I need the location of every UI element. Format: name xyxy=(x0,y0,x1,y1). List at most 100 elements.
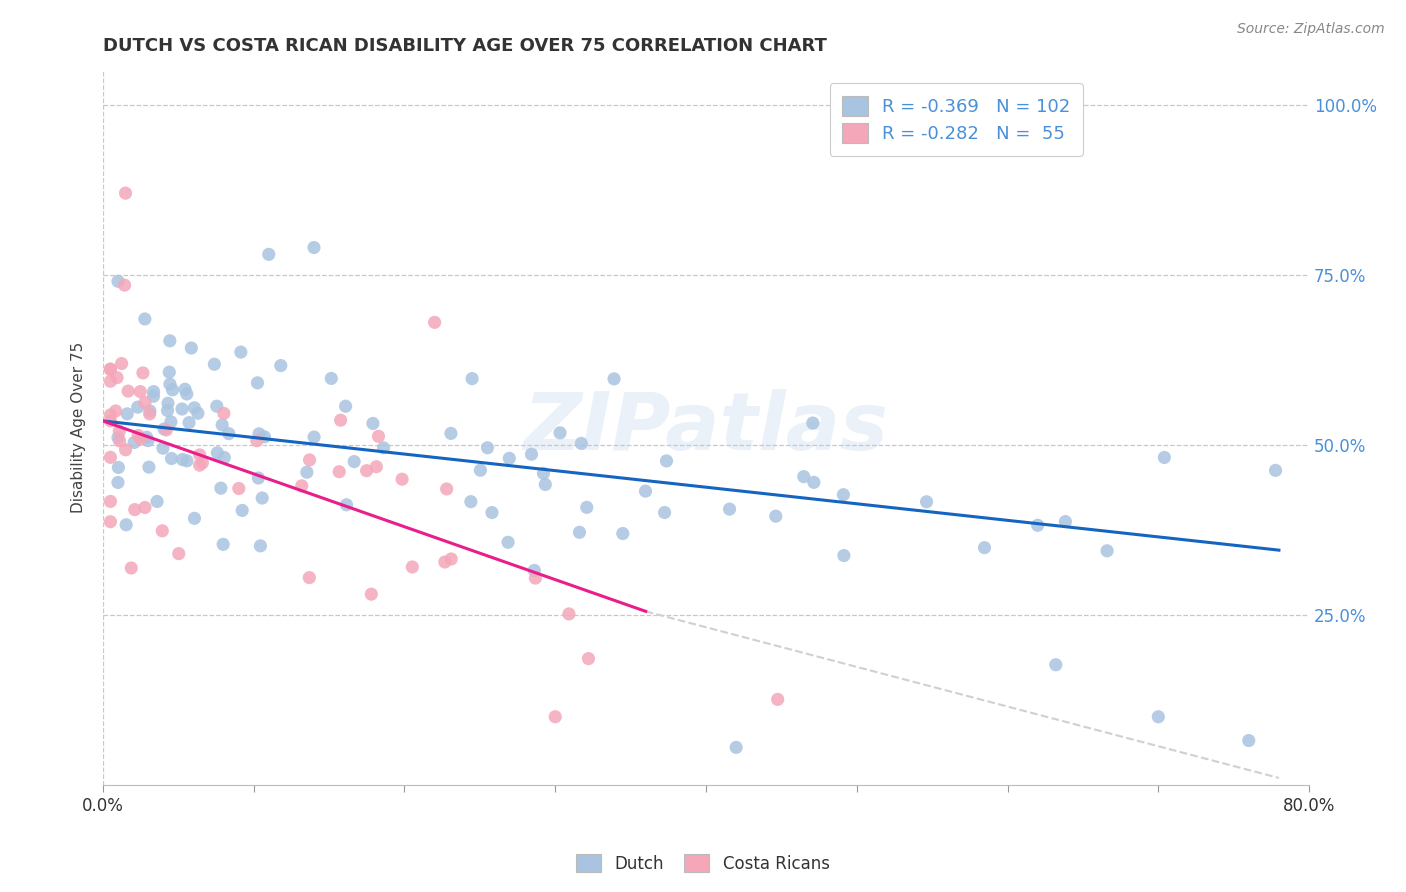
Point xyxy=(253,430,276,444)
Point xyxy=(104,404,127,418)
Point xyxy=(391,472,413,486)
Point xyxy=(433,555,456,569)
Point xyxy=(209,481,232,495)
Point xyxy=(1095,543,1118,558)
Point xyxy=(124,502,146,516)
Point xyxy=(246,376,269,390)
Point xyxy=(111,357,134,371)
Point xyxy=(569,436,592,450)
Point xyxy=(134,500,156,515)
Point xyxy=(156,403,179,417)
Point xyxy=(291,479,314,493)
Point xyxy=(321,371,343,385)
Point xyxy=(114,442,136,457)
Point xyxy=(100,414,122,428)
Point xyxy=(725,740,748,755)
Point xyxy=(127,400,149,414)
Point xyxy=(212,537,235,551)
Point xyxy=(298,453,321,467)
Point xyxy=(544,710,567,724)
Point xyxy=(247,426,270,441)
Point xyxy=(114,278,136,293)
Point xyxy=(134,395,156,409)
Point xyxy=(172,452,194,467)
Point xyxy=(548,425,571,440)
Y-axis label: Disability Age Over 75: Disability Age Over 75 xyxy=(72,343,86,514)
Point xyxy=(440,552,463,566)
Point xyxy=(100,408,122,422)
Point xyxy=(231,503,253,517)
Point xyxy=(105,370,128,384)
Point xyxy=(114,186,136,201)
Legend: R = -0.369   N = 102, R = -0.282   N =  55: R = -0.369 N = 102, R = -0.282 N = 55 xyxy=(830,83,1083,155)
Point xyxy=(160,415,183,429)
Point xyxy=(177,416,200,430)
Point xyxy=(973,541,995,555)
Point xyxy=(160,451,183,466)
Point xyxy=(107,475,129,490)
Point xyxy=(481,506,503,520)
Point xyxy=(766,692,789,706)
Point xyxy=(634,484,657,499)
Point xyxy=(915,495,938,509)
Point xyxy=(218,426,240,441)
Point xyxy=(302,241,325,255)
Point xyxy=(188,448,211,462)
Point xyxy=(155,423,177,437)
Point xyxy=(1045,657,1067,672)
Point xyxy=(100,494,122,508)
Point xyxy=(257,247,280,261)
Point xyxy=(150,524,173,538)
Point xyxy=(361,417,384,431)
Point xyxy=(156,396,179,410)
Text: ZIPatlas: ZIPatlas xyxy=(523,389,889,467)
Point xyxy=(212,406,235,420)
Point xyxy=(1054,515,1077,529)
Point xyxy=(477,441,499,455)
Point xyxy=(520,447,543,461)
Point xyxy=(157,365,180,379)
Point xyxy=(188,458,211,473)
Legend: Dutch, Costa Ricans: Dutch, Costa Ricans xyxy=(569,847,837,880)
Point xyxy=(138,460,160,475)
Point xyxy=(401,560,423,574)
Point xyxy=(120,561,142,575)
Point xyxy=(470,463,492,477)
Point xyxy=(187,406,209,420)
Point xyxy=(578,651,600,665)
Point xyxy=(229,345,252,359)
Point xyxy=(115,407,138,421)
Point xyxy=(152,441,174,455)
Point xyxy=(295,465,318,479)
Point xyxy=(167,547,190,561)
Point xyxy=(533,467,555,481)
Text: Source: ZipAtlas.com: Source: ZipAtlas.com xyxy=(1237,22,1385,37)
Point xyxy=(247,471,270,485)
Point xyxy=(250,491,273,505)
Point xyxy=(793,469,815,483)
Point xyxy=(159,334,181,348)
Point xyxy=(228,482,250,496)
Point xyxy=(803,475,825,490)
Point xyxy=(132,366,155,380)
Point xyxy=(207,446,229,460)
Point xyxy=(246,434,269,448)
Point xyxy=(1026,518,1049,533)
Point xyxy=(328,465,350,479)
Point xyxy=(436,482,458,496)
Point xyxy=(524,571,547,585)
Point xyxy=(107,431,129,445)
Text: DUTCH VS COSTA RICAN DISABILITY AGE OVER 75 CORRELATION CHART: DUTCH VS COSTA RICAN DISABILITY AGE OVER… xyxy=(103,37,827,55)
Point xyxy=(100,362,122,376)
Point xyxy=(115,517,138,532)
Point xyxy=(142,384,165,399)
Point xyxy=(176,387,198,401)
Point xyxy=(100,450,122,465)
Point xyxy=(498,451,520,466)
Point xyxy=(460,494,482,508)
Point xyxy=(329,413,352,427)
Point xyxy=(202,357,225,371)
Point xyxy=(142,389,165,403)
Point xyxy=(461,371,484,385)
Point xyxy=(612,526,634,541)
